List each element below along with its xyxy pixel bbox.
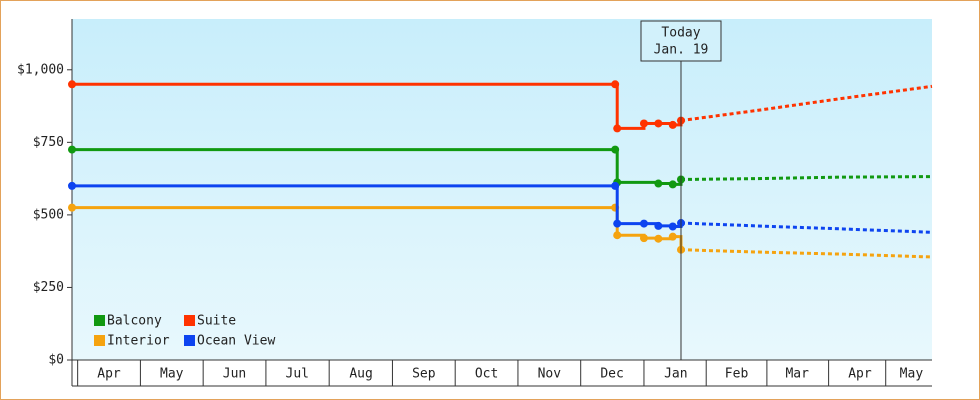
y-tick-label: $250 [33, 280, 64, 295]
x-tick-label: Oct [475, 367, 498, 382]
price-point [68, 203, 76, 212]
x-tick-label: May [900, 367, 924, 382]
forecast-line [680, 84, 933, 123]
legend-swatch [94, 335, 105, 346]
price-point [611, 80, 620, 89]
x-tick-label: Jul [286, 367, 309, 382]
today-label: Today [661, 26, 700, 41]
x-tick-label: Jun [223, 367, 246, 382]
today-label: Jan. 19 [654, 43, 709, 58]
today-box [640, 20, 722, 62]
price-point [613, 219, 622, 228]
forecast-line [680, 175, 933, 181]
y-tick-label: $750 [33, 135, 64, 150]
price-point [654, 119, 663, 128]
price-point [668, 120, 677, 129]
y-tick-label: $1,000 [17, 62, 64, 77]
x-tick-label: Feb [725, 367, 749, 382]
legend-label: Interior [107, 334, 170, 349]
forecast-line [680, 248, 933, 259]
price-point [68, 181, 76, 190]
price-point [654, 234, 663, 243]
x-tick-label: Dec [600, 367, 623, 382]
plot-area [72, 19, 932, 360]
price-point [613, 231, 622, 240]
forecast-line [680, 221, 933, 234]
price-point [68, 145, 76, 154]
price-point [613, 124, 622, 133]
price-point [611, 181, 620, 190]
price-point [639, 219, 648, 228]
price-point [639, 234, 648, 243]
x-tick-label: Apr [848, 367, 872, 382]
x-tick-label: Aug [349, 367, 372, 382]
price-point [68, 80, 76, 89]
legend-swatch [184, 335, 195, 346]
x-tick-label: May [160, 367, 184, 382]
price-point [668, 222, 677, 231]
y-tick-label: $500 [33, 207, 64, 222]
legend-swatch [184, 315, 195, 326]
price-point [611, 145, 620, 154]
price-point [654, 179, 663, 188]
price-point [654, 221, 663, 230]
price-point [639, 119, 648, 128]
x-tick-label: Nov [538, 367, 562, 382]
legend-label: Ocean View [197, 334, 275, 349]
price-point [668, 180, 677, 189]
legend-label: Suite [197, 314, 236, 329]
x-tick-label: Apr [97, 367, 121, 382]
x-tick-label: Jan [664, 367, 687, 382]
price-point [668, 232, 677, 241]
legend-label: Balcony [107, 314, 162, 329]
x-tick-label: Sep [412, 367, 436, 382]
step-segment [617, 180, 660, 184]
x-tick-label: Mar [785, 367, 809, 382]
y-tick-label: $0 [48, 353, 64, 368]
legend-swatch [94, 315, 105, 326]
